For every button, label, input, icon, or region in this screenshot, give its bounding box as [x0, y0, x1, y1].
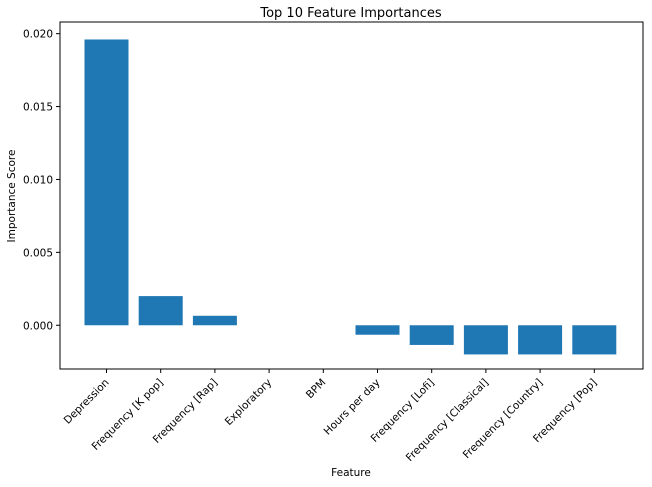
chart-title: Top 10 Feature Importances — [259, 6, 441, 21]
y-axis-label: Importance Score — [6, 150, 18, 243]
bar-frequency-country — [518, 325, 563, 355]
x-tick-label: Exploratory — [223, 377, 274, 428]
x-tick-label: Hours per day — [322, 377, 383, 438]
y-tick-label: 0.015 — [23, 102, 53, 114]
y-axis-ticks: 0.000 0.005 0.010 0.015 0.020 — [23, 29, 60, 332]
bar-depression — [84, 39, 129, 326]
bar-frequency-classical — [463, 325, 508, 355]
y-tick-label: 0.005 — [23, 247, 53, 259]
bar-frequency-rap — [192, 315, 237, 326]
bar-frequency-k-pop — [138, 296, 183, 326]
x-tick-label: Depression — [62, 377, 112, 427]
bar-frequency-pop — [572, 325, 617, 355]
x-axis-label: Feature — [331, 467, 371, 479]
y-tick-label: 0.010 — [23, 174, 53, 186]
bar-hours-per-day — [355, 325, 400, 335]
y-tick-label: 0.020 — [23, 29, 53, 41]
y-tick-label: 0.000 — [23, 320, 53, 332]
bar-frequency-lofi — [409, 325, 454, 345]
bars-group — [84, 39, 617, 355]
x-tick-label: BPM — [304, 377, 328, 401]
plot-frame — [59, 21, 644, 370]
